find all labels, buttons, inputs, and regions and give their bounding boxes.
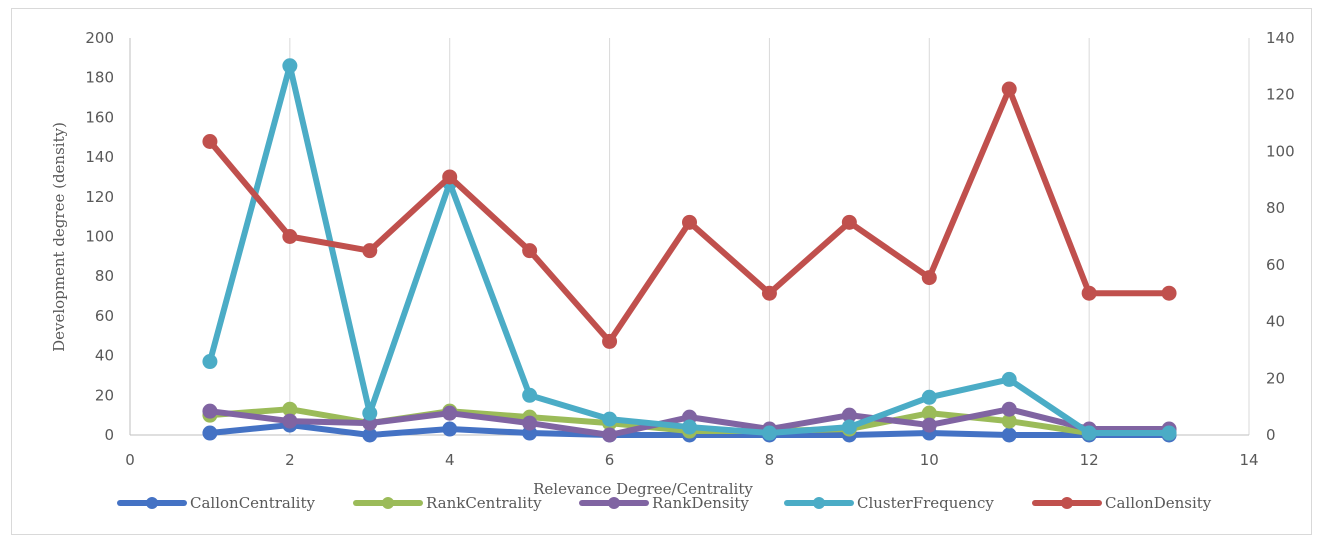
x-tick-label: 2 [285,451,295,469]
data-point [522,387,538,403]
data-point [1161,425,1177,441]
chart-grid [289,38,1250,435]
legend-item: CallonDensity [1032,494,1212,512]
data-point [202,425,218,441]
data-point [761,285,777,301]
data-point [362,405,378,421]
data-point [362,243,378,259]
data-point [1001,413,1017,429]
legend-swatch-marker [813,497,825,509]
data-point [602,333,618,349]
legend-swatch-marker [146,497,158,509]
data-point [1001,401,1017,417]
x-tick-label: 4 [445,451,455,469]
y-tick-label: 0 [104,426,114,444]
y2-tick-label: 100 [1266,142,1295,160]
legend-label: ClusterFrequency [857,494,994,512]
legend-item: CallonCentrality [117,494,315,512]
x-tick-label: 14 [1239,451,1258,469]
data-point [1081,285,1097,301]
data-point [761,425,777,441]
chart-legend: CallonCentrality RankCentrality RankDensit… [117,494,1212,512]
data-point [202,354,218,370]
data-point [921,270,937,286]
data-point [282,413,298,429]
legend-item: RankCentrality [353,494,542,512]
data-point [921,389,937,405]
legend-item: ClusterFrequency [784,494,994,512]
x-tick-label: 6 [605,451,615,469]
legend-swatch-marker [1061,497,1073,509]
data-point [202,403,218,419]
y2-tick-label: 80 [1266,199,1285,217]
y-tick-label: 20 [95,386,114,404]
legend-label: CallonDensity [1105,494,1212,512]
y2-tick-label: 140 [1266,29,1295,47]
legend-swatch-marker [608,497,620,509]
data-point [1081,425,1097,441]
data-point [442,421,458,437]
data-point [841,407,857,423]
data-point [442,169,458,185]
data-point [682,419,697,435]
series-ClusterFrequency [202,58,1177,441]
data-point [522,415,538,431]
y-tick-label: 40 [95,347,114,365]
y2-tick-label: 20 [1266,369,1285,387]
x-tick-label: 0 [125,451,135,469]
data-point [522,243,538,259]
data-point [1001,81,1017,97]
y-tick-label: 200 [85,29,114,47]
legend-item: RankDensity [579,494,749,512]
data-point [841,214,857,230]
series-CallonDensity [202,81,1177,349]
y-tick-label: 120 [85,188,114,206]
y-tick-label: 80 [95,267,114,285]
legend-label: CallonCentrality [190,494,315,512]
chart-series [202,58,1177,443]
x-axis-title: Relevance Degree/Centrality [533,480,753,498]
y-tick-label: 160 [85,108,114,126]
x-tick-label: 8 [765,451,775,469]
y-tick-label: 60 [95,307,114,325]
legend-swatch-marker [382,497,394,509]
data-point [282,401,298,417]
y2-tick-label: 0 [1266,426,1276,444]
x-tick-label: 10 [920,451,939,469]
data-point [282,58,298,74]
data-point [1161,285,1177,301]
y-tick-label: 100 [85,228,114,246]
data-point [602,411,618,427]
y-axis-title: Development degree (density) [50,122,68,352]
x-tick-label: 12 [1080,451,1099,469]
data-point [602,427,618,443]
data-point [1001,371,1017,387]
data-point [921,405,937,421]
y2-tick-label: 120 [1266,86,1295,104]
legend-label: RankDensity [652,494,749,512]
y2-tick-label: 40 [1266,313,1285,331]
y-tick-label: 180 [85,69,114,87]
y-tick-label: 140 [85,148,114,166]
data-point [841,419,857,435]
data-point [442,405,458,421]
data-point [362,427,378,443]
chart-frame [11,8,1312,535]
data-point [921,417,937,433]
chart-axes: 0 2 4 6 8 10 12 1402040608010012014016018020002… [85,29,1294,469]
data-point [282,229,298,244]
data-point [202,134,218,150]
legend-label: RankCentrality [426,494,542,512]
data-point [1001,427,1017,443]
data-point [682,214,697,230]
y2-tick-label: 60 [1266,256,1285,274]
